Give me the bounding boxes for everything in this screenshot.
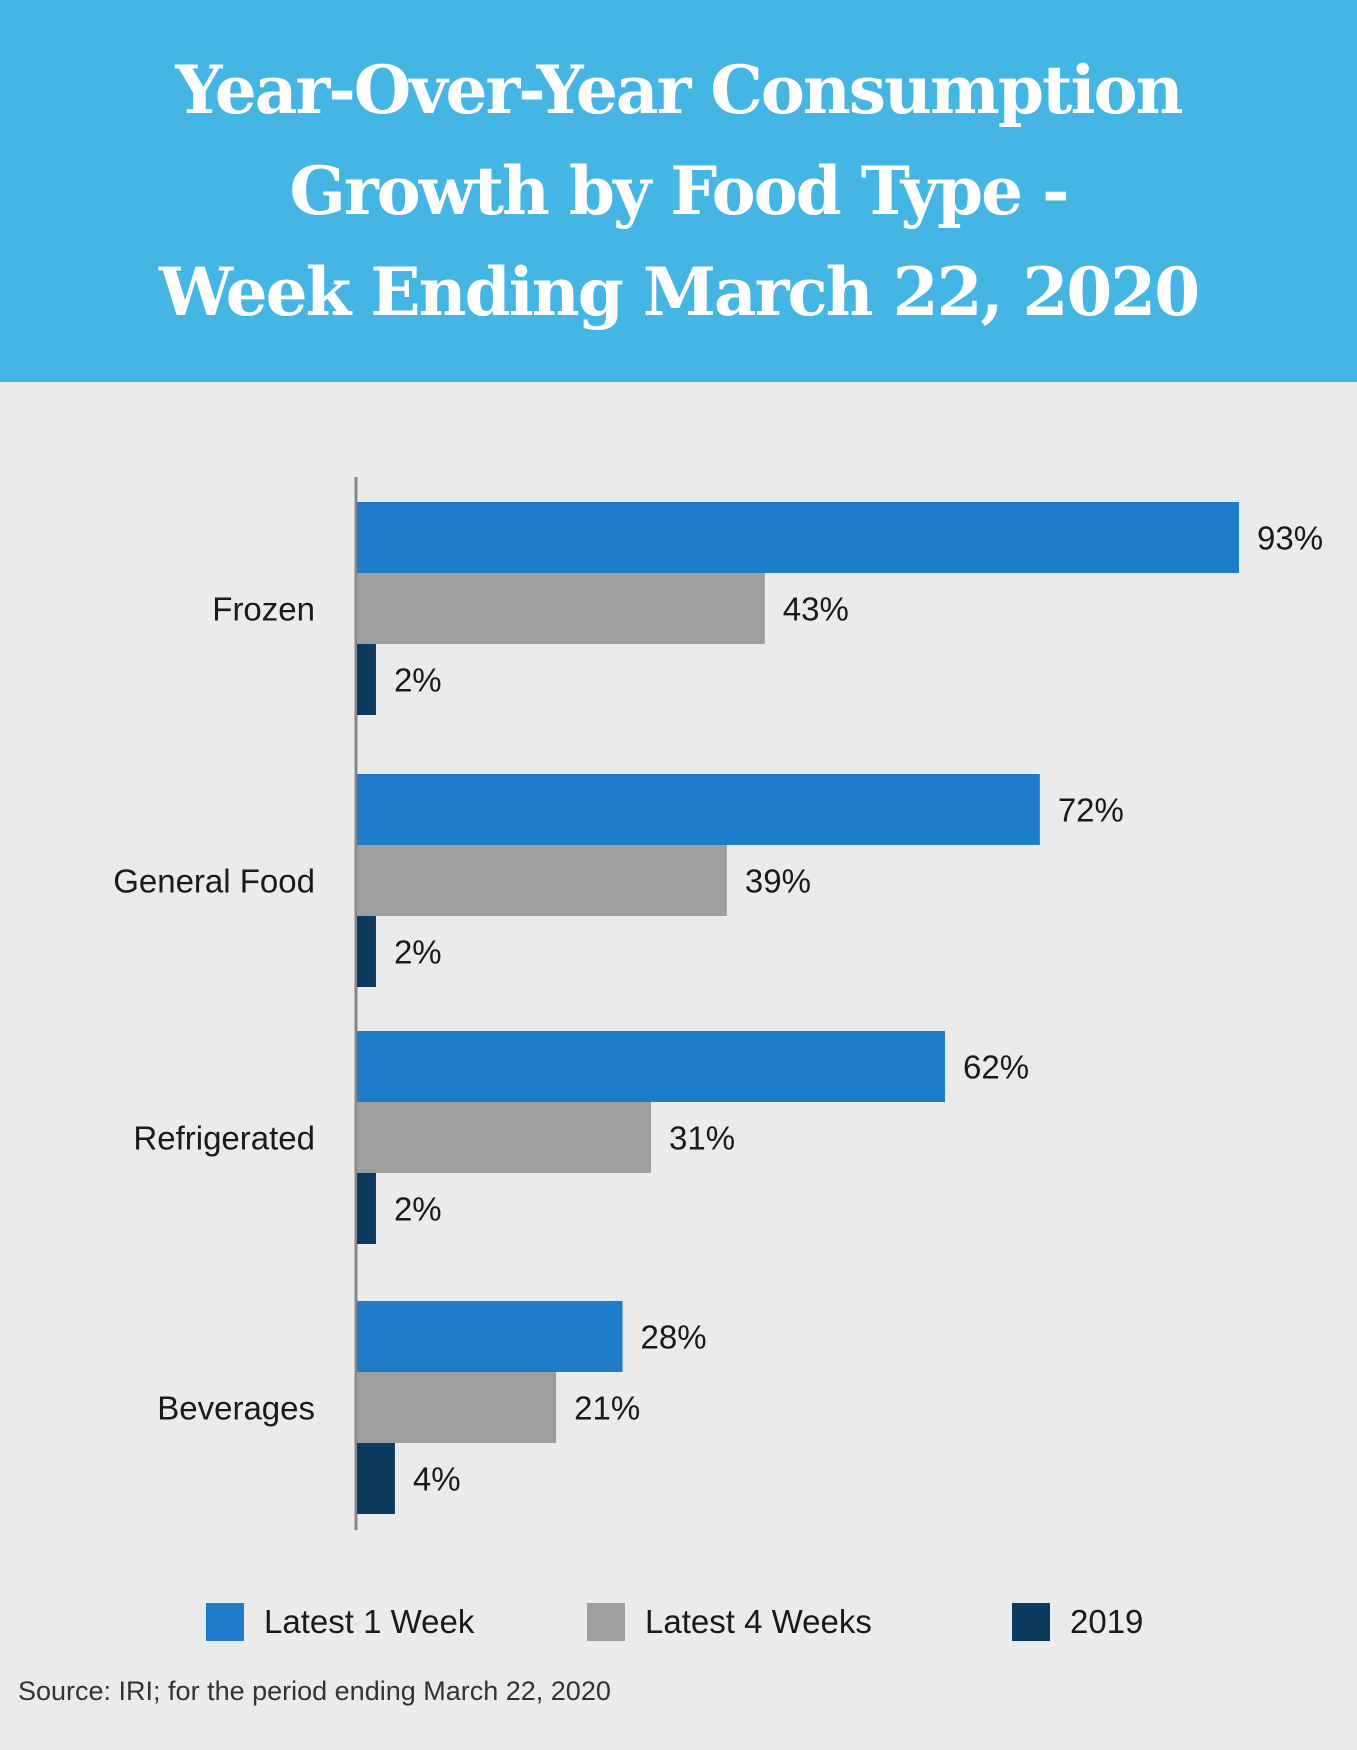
chart-title-line-1: Year-Over-Year Consumption [175,51,1183,129]
category-label-frozen: Frozen [212,591,315,628]
data-label-frozen-latest-4-weeks: 43% [783,591,849,628]
data-label-general-food-latest-1-week: 72% [1058,792,1124,829]
bar-general-food-latest-4-weeks [357,845,727,916]
legend-label-latest-4-weeks: Latest 4 Weeks [645,1603,872,1640]
bar-refrigerated-latest-4-weeks [357,1102,651,1173]
legend-item-2019: 2019 [1012,1602,1143,1642]
bar-general-food-2019 [357,916,376,987]
category-label-refrigerated: Refrigerated [133,1120,315,1157]
bar-beverages-latest-1-week [357,1301,623,1372]
legend-item-latest-1-week: Latest 1 Week [206,1602,474,1642]
legend-label-2019: 2019 [1070,1603,1144,1640]
chart-title-line-2: Growth by Food Type - [289,152,1069,230]
data-label-beverages-latest-4-weeks: 21% [574,1390,640,1427]
bar-beverages-latest-4-weeks [357,1372,557,1443]
data-label-refrigerated-2019: 2% [394,1191,442,1228]
legend-swatch-2019 [1012,1603,1050,1641]
bar-refrigerated-2019 [357,1173,376,1244]
bar-frozen-latest-1-week [357,502,1239,573]
data-label-frozen-latest-1-week: 93% [1257,520,1323,557]
chart-legend: Latest 1 Week Latest 4 Weeks 2019 [0,1602,1357,1642]
data-label-general-food-2019: 2% [394,934,442,971]
bar-general-food-latest-1-week [357,774,1040,845]
data-label-beverages-latest-1-week: 28% [641,1319,707,1356]
chart-title-line-3: Week Ending March 22, 2020 [158,253,1200,331]
bar-frozen-latest-4-weeks [357,573,765,644]
legend-label-latest-1-week: Latest 1 Week [264,1603,475,1640]
legend-swatch-latest-4-weeks [587,1603,625,1641]
data-label-beverages-2019: 4% [413,1461,461,1498]
category-label-general-food: General Food [113,863,315,900]
bar-frozen-2019 [357,644,376,715]
source-note: Source: IRI; for the period ending March… [18,1676,611,1706]
data-label-frozen-2019: 2% [394,662,442,699]
chart-header: Year-Over-Year Consumption Growth by Foo… [0,0,1357,382]
data-label-general-food-latest-4-weeks: 39% [745,863,811,900]
data-label-refrigerated-latest-1-week: 62% [963,1049,1029,1086]
legend-item-latest-4-weeks: Latest 4 Weeks [587,1602,872,1642]
bar-chart: Frozen 93% 43% 2% General Food 72% 39% 2% Refrig… [113,477,1323,1530]
data-label-refrigerated-latest-4-weeks: 31% [669,1120,735,1157]
chart-title: Year-Over-Year Consumption Growth by Foo… [0,40,1357,343]
legend-swatch-latest-1-week [206,1603,244,1641]
category-label-beverages: Beverages [157,1390,315,1427]
bar-beverages-2019 [357,1443,395,1514]
bar-refrigerated-latest-1-week [357,1031,945,1102]
